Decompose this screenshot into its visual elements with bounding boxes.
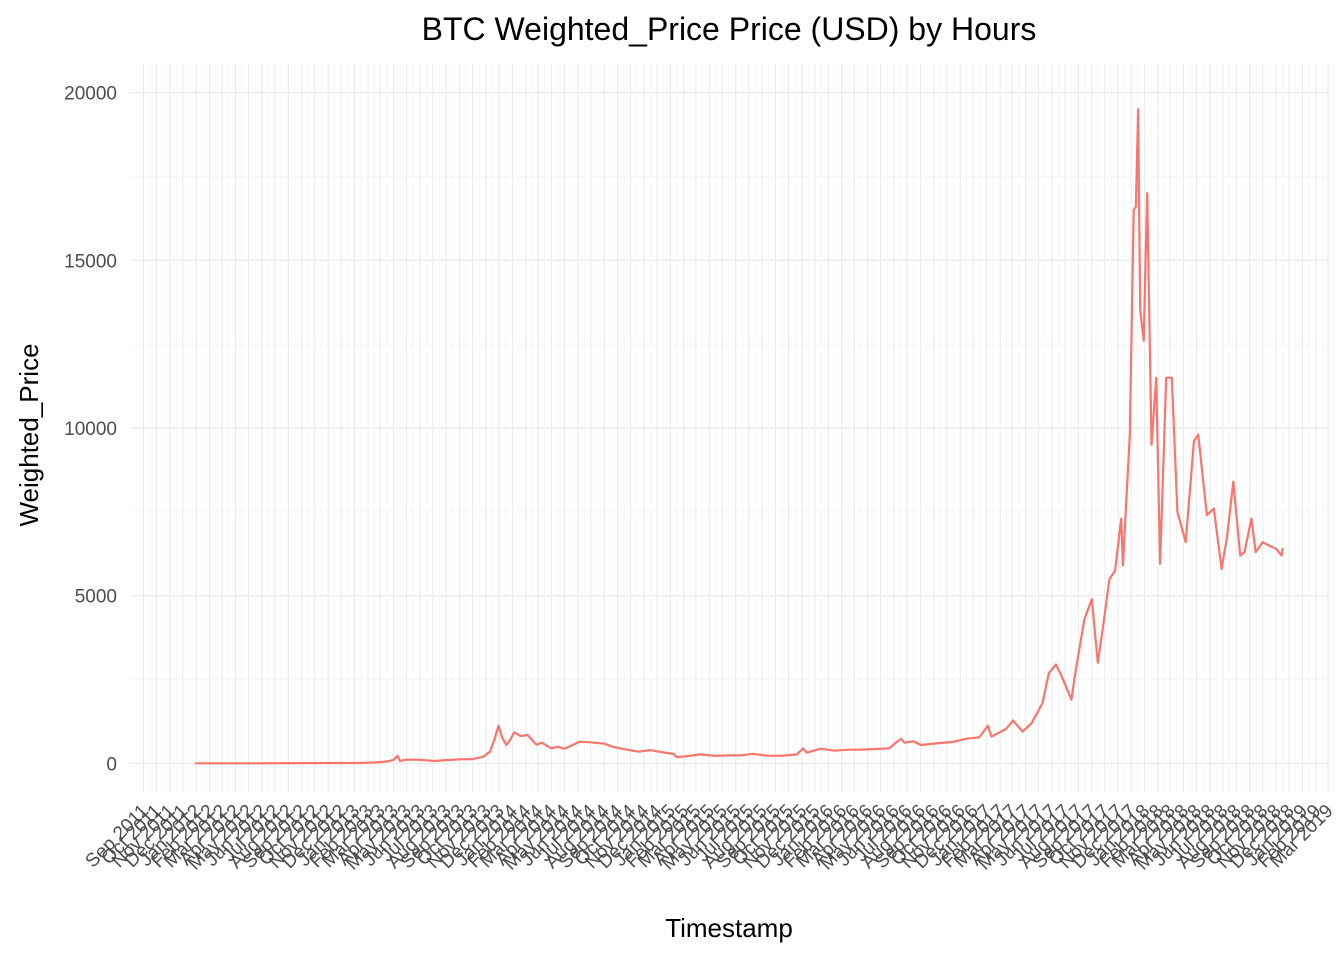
x-axis-title: Timestamp	[665, 913, 793, 943]
series-line	[194, 108, 1284, 765]
y-tick-label: 0	[106, 754, 117, 775]
y-tick-label: 15000	[64, 251, 117, 272]
y-axis-ticks: 0 5000 10000 15000 20000	[64, 84, 117, 776]
y-tick-label: 20000	[64, 84, 117, 105]
y-tick-label: 5000	[75, 587, 117, 608]
plot-grid	[130, 64, 1335, 792]
y-axis-title: Weighted_Price	[14, 343, 44, 526]
y-tick-label: 10000	[64, 419, 117, 440]
chart-title: BTC Weighted_Price Price (USD) by Hours	[422, 11, 1037, 47]
